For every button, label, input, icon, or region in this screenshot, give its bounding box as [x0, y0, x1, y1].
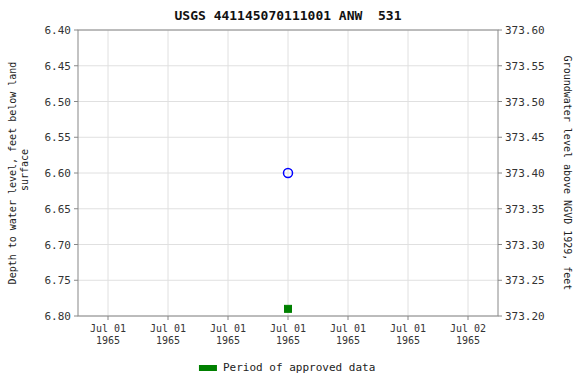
tick [74, 244, 78, 245]
x-axis: Jul 011965 Jul 011965 Jul 011965 Jul 011965… [90, 316, 486, 346]
y2-axis: 373.60 373.55 373.50 373.45 373.40 373.35 373.… [498, 24, 545, 323]
tick-label: 6.80 [45, 310, 72, 323]
tick [468, 316, 469, 320]
grid-line [468, 30, 469, 316]
tick-label: 373.25 [505, 274, 545, 287]
tick-label: 6.60 [45, 167, 72, 180]
axis-label: Groundwater level above NGVD 1929, feet [562, 56, 573, 291]
tick [74, 101, 78, 102]
tick [228, 316, 229, 320]
tick-label: Jul 011965 [330, 323, 366, 346]
grid-line [408, 30, 409, 316]
tick [74, 173, 78, 174]
tick-label: 373.35 [505, 203, 545, 216]
tick [498, 244, 502, 245]
tick [498, 316, 502, 317]
tick-label: Jul 011965 [390, 323, 426, 346]
legend-swatch [199, 365, 217, 371]
tick [348, 316, 349, 320]
tick-label: 373.60 [505, 24, 545, 37]
tick [74, 137, 78, 138]
tick [288, 316, 289, 320]
y-axis: 6.40 6.45 6.50 6.55 6.60 6.65 6.70 6.75 6.80 [45, 24, 79, 323]
tick-label: 373.55 [505, 60, 545, 73]
tick-label: Jul 011965 [90, 323, 126, 346]
tick-label: Jul 011965 [150, 323, 186, 346]
tick [168, 316, 169, 320]
grid-line [108, 30, 109, 316]
tick-label: 6.50 [45, 96, 72, 109]
tick-label: 6.40 [45, 24, 72, 37]
tick-label: Jul 021965 [450, 323, 486, 346]
tick [74, 208, 78, 209]
tick [408, 316, 409, 320]
point [285, 305, 292, 312]
tick-label: 6.55 [45, 131, 72, 144]
tick-label: 373.20 [505, 310, 545, 323]
grid-line [348, 30, 349, 316]
tick [498, 280, 502, 281]
chart: 6.40 6.45 6.50 6.55 6.60 6.65 6.70 6.75 6.80 373.… [0, 0, 576, 384]
tick [498, 30, 502, 31]
tick [498, 137, 502, 138]
tick-label: 6.70 [45, 239, 72, 252]
title: USGS 441145070111001 ANW 531 [175, 8, 402, 23]
tick-label: 373.45 [505, 131, 545, 144]
legend-label: Period of approved data [223, 361, 375, 374]
grid-line [228, 30, 229, 316]
tick [74, 280, 78, 281]
tick-label: 373.50 [505, 96, 545, 109]
marks [284, 169, 293, 313]
tick [74, 30, 78, 31]
grid [78, 30, 498, 316]
tick-label: 6.65 [45, 203, 72, 216]
tick-label: Jul 011965 [270, 323, 306, 346]
tick [498, 65, 502, 66]
tick-label: 373.40 [505, 167, 545, 180]
tick [498, 208, 502, 209]
tick [108, 316, 109, 320]
tick-label: Jul 011965 [210, 323, 246, 346]
axis-label: Depth to water level, feet below land su… [7, 62, 30, 285]
tick-label: 6.45 [45, 60, 72, 73]
tick [498, 173, 502, 174]
grid-line [288, 30, 289, 316]
tick-label: 373.30 [505, 239, 545, 252]
point [284, 169, 293, 178]
legend: Period of approved data [199, 361, 375, 374]
grid-line [168, 30, 169, 316]
tick [74, 316, 78, 317]
tick [74, 65, 78, 66]
tick [498, 101, 502, 102]
plot-frame [78, 30, 498, 316]
tick-label: 6.75 [45, 274, 72, 287]
